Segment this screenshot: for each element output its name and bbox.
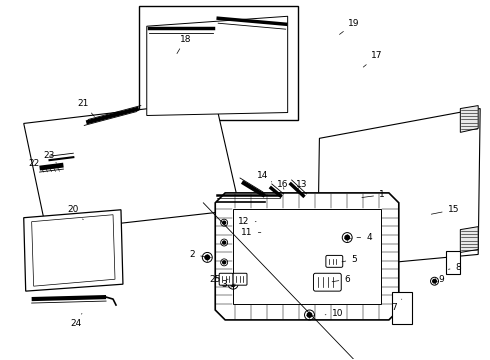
Text: 3: 3 (221, 280, 235, 289)
Text: 6: 6 (332, 275, 350, 284)
Text: 23: 23 (44, 151, 56, 163)
Circle shape (222, 281, 226, 284)
Circle shape (231, 282, 235, 287)
Text: 1: 1 (362, 190, 385, 199)
Bar (139, 6, 297, 121)
Text: 21: 21 (77, 99, 95, 116)
Text: 14: 14 (257, 171, 272, 182)
FancyBboxPatch shape (314, 273, 341, 291)
Circle shape (307, 313, 312, 317)
Circle shape (222, 261, 226, 264)
Circle shape (205, 255, 210, 260)
Text: 4: 4 (357, 233, 372, 242)
Polygon shape (233, 209, 381, 304)
Text: 13: 13 (296, 180, 307, 190)
Polygon shape (446, 251, 460, 274)
Text: 17: 17 (363, 51, 383, 67)
Polygon shape (32, 215, 115, 286)
Circle shape (345, 235, 349, 240)
FancyBboxPatch shape (233, 273, 247, 285)
Text: 16: 16 (277, 180, 289, 189)
FancyBboxPatch shape (326, 255, 343, 267)
Text: 20: 20 (68, 205, 83, 220)
Polygon shape (24, 100, 240, 231)
Text: 11: 11 (241, 228, 261, 237)
Circle shape (222, 241, 226, 244)
Polygon shape (215, 193, 399, 320)
Polygon shape (147, 16, 288, 116)
Polygon shape (392, 292, 412, 324)
Polygon shape (24, 210, 123, 291)
Text: 25: 25 (210, 275, 228, 284)
Circle shape (433, 279, 436, 283)
Polygon shape (460, 227, 478, 252)
Text: 10: 10 (325, 310, 343, 319)
Text: 22: 22 (28, 159, 45, 168)
Text: 8: 8 (448, 263, 461, 272)
Text: 19: 19 (340, 19, 360, 35)
Text: 15: 15 (431, 205, 459, 214)
Text: 2: 2 (190, 250, 205, 259)
Text: 24: 24 (71, 314, 82, 328)
Polygon shape (318, 109, 480, 269)
Text: 7: 7 (391, 299, 402, 311)
Text: 12: 12 (238, 217, 256, 226)
Text: 18: 18 (177, 35, 191, 54)
Text: 9: 9 (434, 275, 444, 284)
Circle shape (222, 221, 226, 224)
Polygon shape (460, 105, 478, 132)
Text: 5: 5 (342, 255, 357, 264)
FancyBboxPatch shape (219, 273, 233, 285)
